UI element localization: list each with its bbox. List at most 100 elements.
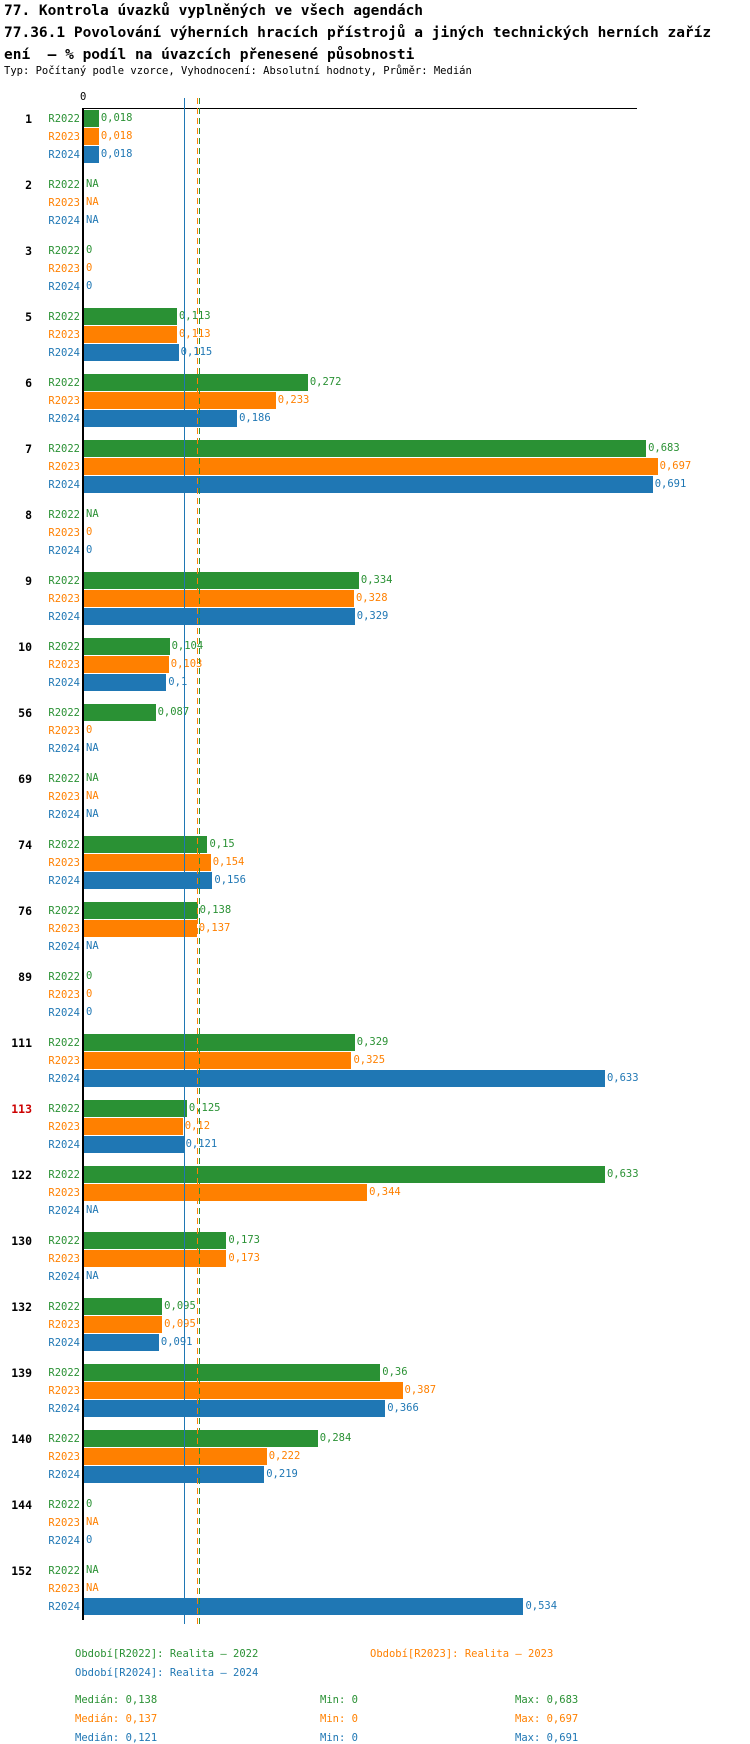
bar-value-label: 0: [86, 262, 93, 274]
bar-139-R2022[interactable]: [84, 1364, 381, 1381]
series-label-R2022: R2022: [48, 839, 80, 851]
bar-140-R2022[interactable]: [84, 1430, 318, 1447]
bar-1-R2023[interactable]: [84, 128, 99, 145]
bar-111-R2024[interactable]: [84, 1070, 605, 1087]
bar-1-R2022[interactable]: [84, 110, 99, 127]
bar-76-R2022[interactable]: [84, 902, 198, 919]
bar-74-R2024[interactable]: [84, 872, 213, 889]
series-label-R2023: R2023: [48, 725, 80, 737]
bar-140-R2024[interactable]: [84, 1466, 265, 1483]
bar-value-label: 0,284: [319, 1432, 352, 1444]
stat-max-R2023: Max: 0,697: [515, 1713, 579, 1725]
bar-9-R2024[interactable]: [84, 608, 355, 625]
bar-6-R2023[interactable]: [84, 392, 276, 409]
bar-6-R2024[interactable]: [84, 410, 238, 427]
bar-value-label: 0,325: [353, 1054, 386, 1066]
bar-132-R2024[interactable]: [84, 1334, 159, 1351]
bar-value-label: 0,328: [355, 592, 388, 604]
series-label-R2022: R2022: [48, 773, 80, 785]
bar-9-R2023[interactable]: [84, 590, 354, 607]
series-label-R2022: R2022: [48, 179, 80, 191]
bar-5-R2022[interactable]: [84, 308, 177, 325]
bar-value-label: 0,087: [157, 706, 190, 718]
series-label-R2023: R2023: [48, 329, 80, 341]
bar-value-label: 0,018: [100, 148, 133, 160]
bar-7-R2022[interactable]: [84, 440, 647, 457]
bar-value-label: NA: [86, 196, 99, 208]
legend-entry-2: Období[R2023]: Realita – 2023: [370, 1648, 554, 1660]
bar-130-R2023[interactable]: [84, 1250, 227, 1267]
bar-139-R2024[interactable]: [84, 1400, 386, 1417]
bar-122-R2022[interactable]: [84, 1166, 605, 1183]
bar-value-label: NA: [86, 1204, 99, 1216]
bar-130-R2022[interactable]: [84, 1232, 227, 1249]
stat-max-R2022: Max: 0,683: [515, 1694, 579, 1706]
bar-7-R2024[interactable]: [84, 476, 653, 493]
row-group-label: 1: [25, 112, 32, 126]
bar-value-label: 0,329: [356, 610, 389, 622]
bar-value-label: 0: [86, 1006, 93, 1018]
bar-value-label: NA: [86, 214, 99, 226]
bar-value-label: 0,091: [160, 1336, 193, 1348]
row-group-label: 8: [25, 508, 32, 522]
bar-6-R2022[interactable]: [84, 374, 308, 391]
row-group-label: 152: [11, 1564, 32, 1578]
series-label-R2024: R2024: [48, 281, 80, 293]
bar-value-label: 0,222: [268, 1450, 301, 1462]
series-label-R2024: R2024: [48, 347, 80, 359]
series-label-R2023: R2023: [48, 131, 80, 143]
page-title-line-3: ení – % podíl na úvazcích přenesené půso…: [4, 47, 415, 63]
bar-value-label: 0,691: [654, 478, 687, 490]
series-label-R2024: R2024: [48, 941, 80, 953]
bar-113-R2022[interactable]: [84, 1100, 187, 1117]
bar-value-label: NA: [86, 1516, 99, 1528]
series-label-R2024: R2024: [48, 1007, 80, 1019]
bar-5-R2023[interactable]: [84, 326, 177, 343]
bar-140-R2023[interactable]: [84, 1448, 267, 1465]
bar-111-R2022[interactable]: [84, 1034, 355, 1051]
bar-74-R2022[interactable]: [84, 836, 208, 853]
bar-value-label: NA: [86, 178, 99, 190]
bar-value-label: 0,095: [164, 1318, 196, 1330]
bar-10-R2022[interactable]: [84, 638, 170, 655]
bar-76-R2023[interactable]: [84, 920, 197, 937]
bar-value-label: 0,186: [239, 412, 271, 424]
row-group-label: 89: [18, 970, 32, 984]
series-label-R2022: R2022: [48, 707, 80, 719]
chart-subtitle: Typ: Počítaný podle vzorce, Vyhodnocení:…: [4, 65, 472, 77]
bar-56-R2022[interactable]: [84, 704, 156, 721]
bar-10-R2024[interactable]: [84, 674, 167, 691]
bar-7-R2023[interactable]: [84, 458, 658, 475]
bar-10-R2023[interactable]: [84, 656, 169, 673]
series-label-R2023: R2023: [48, 395, 80, 407]
bar-111-R2023[interactable]: [84, 1052, 352, 1069]
bar-value-label: 0,137: [198, 922, 231, 934]
bar-value-label: 0,633: [606, 1072, 639, 1084]
row-group-label: 7: [25, 442, 32, 456]
bar-value-label: 0: [86, 1534, 93, 1546]
bar-132-R2022[interactable]: [84, 1298, 163, 1315]
bar-value-label: 0,683: [648, 442, 680, 454]
bar-113-R2023[interactable]: [84, 1118, 183, 1135]
series-label-R2022: R2022: [48, 245, 80, 257]
series-label-R2022: R2022: [48, 1301, 80, 1313]
bar-139-R2023[interactable]: [84, 1382, 403, 1399]
bar-1-R2024[interactable]: [84, 146, 99, 163]
bar-113-R2024[interactable]: [84, 1136, 184, 1153]
stat-min-R2024: Min: 0: [320, 1732, 358, 1744]
bar-value-label: NA: [86, 1582, 99, 1594]
row-group-label: 140: [11, 1432, 32, 1446]
bar-value-label: 0,121: [185, 1138, 218, 1150]
bar-chart-plot: 0 1 R2022 0,018 R2023 0,018 R2024 0,018 2 R2022 NA…: [11, 91, 691, 1744]
bar-5-R2024[interactable]: [84, 344, 179, 361]
bar-132-R2023[interactable]: [84, 1316, 163, 1333]
row-group-label: 74: [18, 838, 32, 852]
series-label-R2023: R2023: [48, 857, 80, 869]
bar-152-R2024[interactable]: [84, 1598, 524, 1615]
bar-122-R2023[interactable]: [84, 1184, 368, 1201]
bar-9-R2022[interactable]: [84, 572, 359, 589]
series-label-R2024: R2024: [48, 215, 80, 227]
legend-entry-3: Období[R2024]: Realita – 2024: [75, 1667, 259, 1679]
bar-value-label: 0,156: [214, 874, 246, 886]
bar-74-R2023[interactable]: [84, 854, 211, 871]
